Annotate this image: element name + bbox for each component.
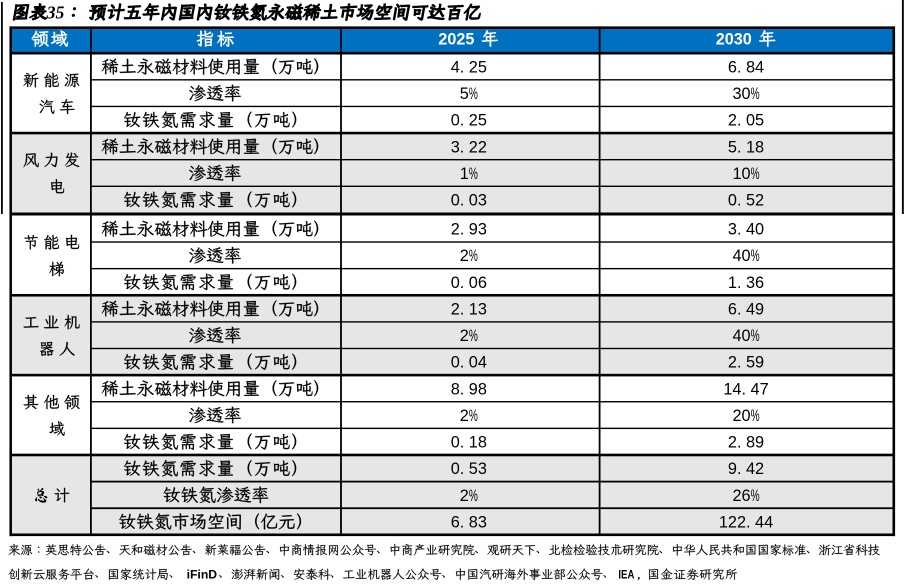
svg-text:%: % — [469, 406, 478, 424]
svg-text:3. 22: 3. 22 — [451, 138, 487, 156]
svg-text:0. 52: 0. 52 — [728, 192, 764, 210]
svg-text:26: 26 — [732, 487, 750, 505]
svg-text:%: % — [751, 247, 760, 265]
svg-text:2030: 2030 — [716, 30, 752, 48]
svg-text:2: 2 — [460, 487, 469, 505]
svg-text:%: % — [469, 486, 478, 504]
svg-text:20: 20 — [732, 407, 750, 425]
svg-text:1: 1 — [460, 165, 469, 183]
svg-text:14. 47: 14. 47 — [723, 380, 768, 398]
svg-text:2. 13: 2. 13 — [451, 301, 487, 319]
svg-text:2. 05: 2. 05 — [728, 112, 764, 130]
svg-text:0. 06: 0. 06 — [451, 274, 487, 292]
svg-text:0. 18: 0. 18 — [451, 434, 487, 452]
svg-text:2: 2 — [460, 407, 469, 425]
svg-text:%: % — [469, 247, 478, 265]
svg-text:6. 49: 6. 49 — [728, 301, 764, 319]
svg-text:9. 42: 9. 42 — [728, 460, 764, 478]
svg-text:%: % — [469, 85, 478, 103]
svg-text:1. 36: 1. 36 — [728, 274, 764, 292]
svg-text:0. 03: 0. 03 — [451, 192, 487, 210]
svg-text:8. 98: 8. 98 — [451, 380, 487, 398]
svg-text:IEA: IEA — [618, 568, 634, 582]
svg-text:0. 25: 0. 25 — [451, 112, 487, 130]
svg-text:6. 83: 6. 83 — [451, 513, 487, 531]
svg-text:%: % — [469, 327, 478, 345]
svg-text:%: % — [751, 85, 760, 103]
svg-text:6. 84: 6. 84 — [728, 58, 764, 76]
svg-text:2. 93: 2. 93 — [451, 221, 487, 239]
svg-text:4. 25: 4. 25 — [451, 58, 487, 76]
svg-text:%: % — [469, 164, 478, 182]
svg-text:2: 2 — [460, 327, 469, 345]
svg-text:%: % — [751, 406, 760, 424]
svg-text:122. 44: 122. 44 — [719, 513, 773, 531]
svg-text:30: 30 — [732, 85, 750, 103]
svg-text:2. 89: 2. 89 — [728, 434, 764, 452]
svg-text:2. 59: 2. 59 — [728, 354, 764, 372]
svg-text:iFinD: iFinD — [187, 568, 218, 582]
svg-text:2025: 2025 — [438, 30, 474, 48]
svg-text:2: 2 — [460, 247, 469, 265]
svg-text:3. 40: 3. 40 — [728, 221, 764, 239]
svg-text:%: % — [751, 164, 760, 182]
svg-text:40: 40 — [732, 247, 750, 265]
svg-text:5. 18: 5. 18 — [728, 138, 764, 156]
svg-text:%: % — [751, 327, 760, 345]
svg-text:10: 10 — [732, 165, 750, 183]
svg-text:40: 40 — [732, 327, 750, 345]
svg-text:0. 04: 0. 04 — [451, 354, 487, 372]
svg-text:%: % — [751, 486, 760, 504]
svg-text:5: 5 — [460, 85, 469, 103]
svg-text:35: 35 — [46, 2, 65, 22]
svg-text:0. 53: 0. 53 — [451, 460, 487, 478]
